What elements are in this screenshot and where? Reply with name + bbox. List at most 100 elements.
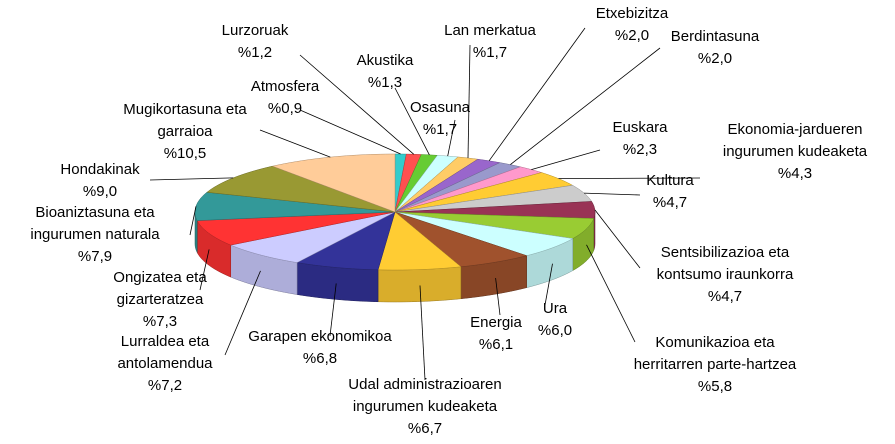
leader-line <box>189 206 197 236</box>
slice <box>394 156 479 213</box>
category-name: Ekonomia-jardueren ingurumen kudeaketa <box>722 121 868 160</box>
slice-label: Garapen ekonomikoa %6,8 <box>230 326 410 370</box>
pie-sides <box>194 212 596 303</box>
slice <box>229 211 396 263</box>
category-name: Hondakinak <box>60 161 140 178</box>
category-name: Osasuna <box>409 99 471 116</box>
leader-line <box>531 149 601 170</box>
category-name: Lurzoruak <box>221 22 289 39</box>
slice <box>394 162 522 213</box>
leader-line <box>149 177 234 181</box>
pie-tops <box>194 153 596 271</box>
slice-label: Komunikazioa eta herritarren parte-hartz… <box>620 332 810 398</box>
value-label: %4,7 <box>707 288 743 305</box>
value-label: %9,0 <box>82 183 118 200</box>
value-label: %2,3 <box>622 141 658 158</box>
slice <box>194 192 396 221</box>
value-label: %4,3 <box>777 165 813 182</box>
leader-line <box>467 44 471 159</box>
leader-line <box>419 285 426 381</box>
category-name: Mugikortasuna eta garraioa <box>123 101 247 140</box>
slice-label: Hondakinak %9,0 <box>40 159 160 203</box>
leader-line <box>299 54 415 155</box>
category-name: Komunikazioa eta herritarren parte-hartz… <box>633 334 797 373</box>
leader-line <box>329 283 337 337</box>
slice <box>394 211 595 239</box>
category-name: Energia <box>470 314 522 331</box>
leader-line <box>259 129 331 158</box>
category-name: Atmosfera <box>250 78 320 95</box>
value-label: %1,7 <box>422 121 458 138</box>
value-label: %7,3 <box>142 313 178 330</box>
slice <box>377 211 462 271</box>
slice-label: Atmosfera %0,9 <box>230 76 340 120</box>
leader-line <box>584 192 641 196</box>
leader-line <box>558 177 701 180</box>
category-name: Berdintasuna <box>670 28 760 45</box>
slice-label: Ekonomia-jardueren ingurumen kudeaketa %4… <box>700 119 890 185</box>
leader-line <box>488 27 586 162</box>
slice-label: Lurzoruak %1,2 <box>200 20 310 64</box>
category-name: Udal administrazioaren ingurumen kudeake… <box>348 376 502 415</box>
slice-label: Ongizatea eta gizarteratzea %7,3 <box>85 267 235 333</box>
category-name: Sentsibilizazioa eta kontsumo iraunkorra <box>656 244 794 283</box>
slice <box>206 165 396 213</box>
slice-label: Udal administrazioaren ingurumen kudeake… <box>320 374 530 440</box>
slice-label: Sentsibilizazioa eta kontsumo iraunkorra… <box>635 242 815 308</box>
value-label: %7,9 <box>77 248 113 265</box>
slice-side <box>377 266 462 303</box>
category-name: Ongizatea eta gizarteratzea <box>113 269 207 308</box>
slice-label: Bioaniztasuna eta ingurumen naturala %7,9 <box>0 202 190 268</box>
category-name: Bioaniztasuna eta ingurumen naturala <box>30 204 160 243</box>
slice <box>196 211 396 246</box>
slice-label: Etxebizitza %2,0 <box>577 3 687 47</box>
value-label: %6,0 <box>537 322 573 339</box>
slice <box>394 211 574 256</box>
value-label: %7,2 <box>147 377 183 394</box>
value-label: %2,0 <box>697 50 733 67</box>
leader-line <box>447 119 456 157</box>
value-label: %1,7 <box>472 44 508 61</box>
value-label: %6,1 <box>478 336 514 353</box>
leader-line <box>510 47 661 165</box>
leader-line <box>586 244 636 343</box>
category-name: Ura <box>542 300 568 317</box>
leader-lines <box>149 27 701 381</box>
slice-label: Berdintasuna %2,0 <box>655 26 775 70</box>
value-label: %6,8 <box>302 350 338 367</box>
slice-label: Energia %6,1 <box>456 312 536 356</box>
category-name: Lurraldea eta antolamendua <box>117 333 213 372</box>
leader-line <box>224 270 261 356</box>
value-label: %10,5 <box>163 145 207 162</box>
slice <box>394 158 501 213</box>
value-label: %2,0 <box>614 27 650 44</box>
category-name: Euskara <box>612 119 668 136</box>
category-name: Garapen ekonomikoa <box>248 328 392 345</box>
value-label: %4,7 <box>652 194 688 211</box>
slice-label: Ura %6,0 <box>525 298 585 342</box>
slice <box>394 211 528 268</box>
value-label: %0,9 <box>267 100 303 117</box>
slice-label: Kultura %4,7 <box>620 170 720 214</box>
slice <box>296 211 396 271</box>
leader-line <box>544 263 553 306</box>
slice <box>394 201 596 219</box>
category-name: Etxebizitza <box>595 5 669 22</box>
value-label: %5,8 <box>697 378 733 395</box>
category-name: Lan merkatua <box>444 22 536 39</box>
value-label: %1,2 <box>237 44 273 61</box>
slice-label: Lan merkatua %1,7 <box>430 20 550 64</box>
leader-line <box>394 87 430 156</box>
slice-label: Lurraldea eta antolamendua %7,2 <box>85 331 245 397</box>
category-name: Kultura <box>646 172 694 189</box>
value-label: %6,7 <box>407 420 443 437</box>
slice-label: Mugikortasuna eta garraioa %10,5 <box>105 99 265 165</box>
slice-label: Osasuna %1,7 <box>390 97 490 141</box>
leader-line <box>594 209 641 269</box>
value-label: %1,3 <box>367 74 403 91</box>
slice-label: Akustika %1,3 <box>335 50 435 94</box>
leader-line <box>299 109 401 155</box>
category-name: Akustika <box>356 52 414 69</box>
slice-label: Euskara %2,3 <box>590 117 690 161</box>
